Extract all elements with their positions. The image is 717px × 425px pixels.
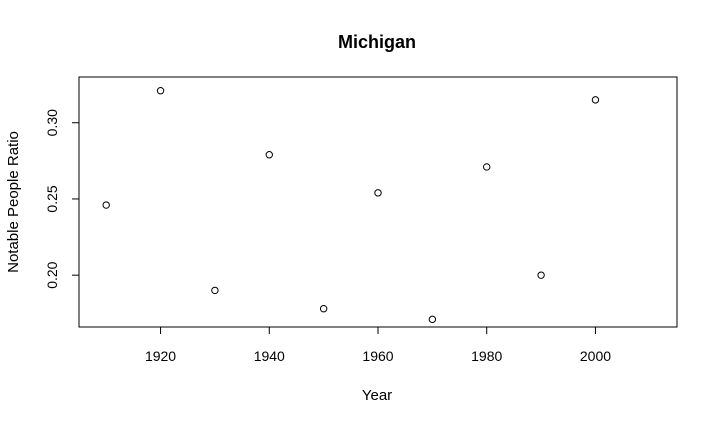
y-tick-label: 0.30 <box>44 109 60 136</box>
data-point <box>483 163 491 171</box>
y-axis-label: Notable People Ratio <box>5 131 22 273</box>
x-tick-label: 1960 <box>362 348 393 364</box>
x-axis: 1920 1940 1960 1980 2000 <box>145 326 611 364</box>
data-point <box>537 271 545 279</box>
data-points <box>102 87 600 324</box>
data-point <box>374 189 382 197</box>
data-point <box>211 286 219 295</box>
y-tick-label: 0.25 <box>44 185 60 212</box>
x-axis-label: Year <box>362 387 392 404</box>
x-tick-label: 1920 <box>145 348 176 364</box>
chart-title: Michigan <box>338 32 416 52</box>
data-point <box>156 87 165 95</box>
x-tick-label: 1940 <box>254 348 285 364</box>
x-tick-label: 1980 <box>471 348 502 364</box>
data-point <box>591 96 600 104</box>
y-tick-label: 0.20 <box>44 261 60 288</box>
data-point <box>102 201 110 209</box>
data-point <box>428 315 437 324</box>
data-point <box>319 305 328 313</box>
plot-frame <box>78 76 678 328</box>
x-tick-label: 2000 <box>580 348 611 364</box>
y-axis: 0.20 0.25 0.30 <box>44 109 80 289</box>
data-point <box>265 151 273 159</box>
